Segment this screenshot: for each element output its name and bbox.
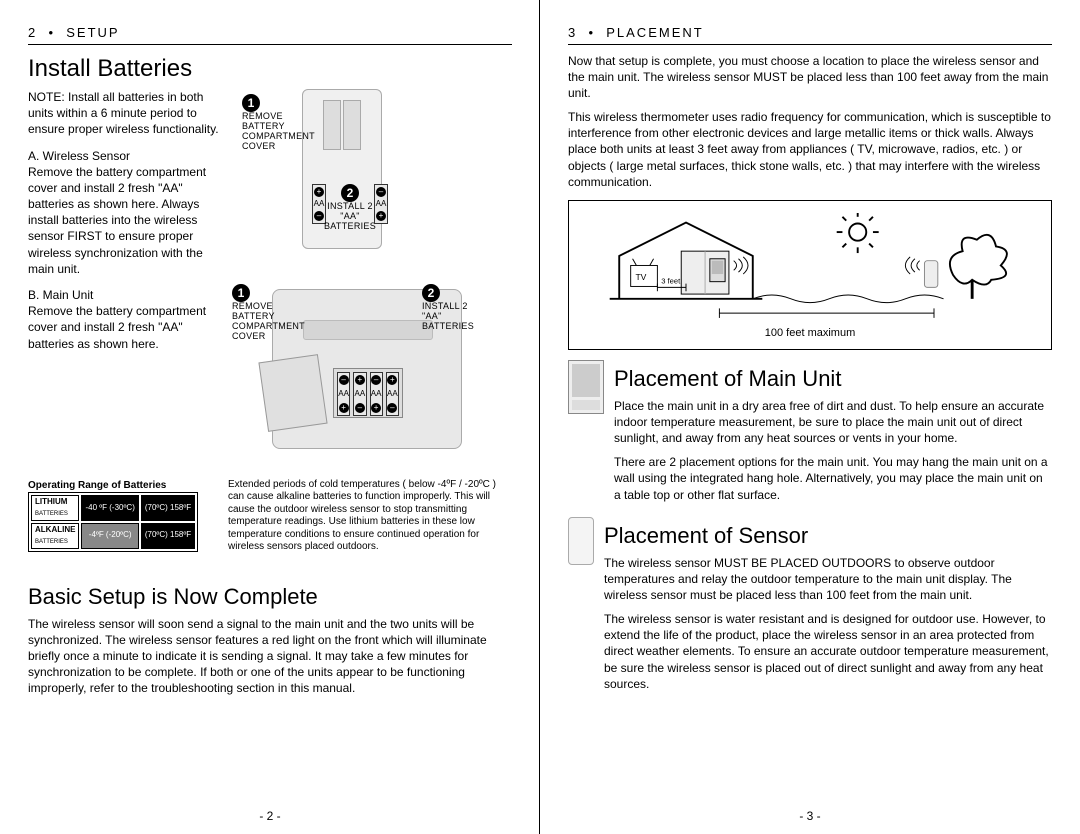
page-number-left: - 2 - <box>0 808 540 824</box>
section-label: PLACEMENT <box>606 25 703 40</box>
placement-diagram: TV 3 feet <box>568 200 1052 350</box>
sensor-placement-p2: The wireless sensor is water resistant a… <box>604 611 1052 692</box>
battery-icon: – AA + <box>337 372 350 416</box>
page-right: 3 • PLACEMENT Now that setup is complete… <box>540 0 1080 834</box>
wireless-sensor-body: Remove the battery compartment cover and… <box>28 164 228 277</box>
sensor-placement-p1: The wireless sensor MUST BE PLACED OUTDO… <box>604 555 1052 604</box>
main-placement-p1: Place the main unit in a dry area free o… <box>614 398 1052 447</box>
minus-icon: – <box>376 187 386 197</box>
three-feet-label: 3 feet <box>661 277 681 286</box>
install-note: NOTE: Install all batteries in both unit… <box>28 89 228 138</box>
section-num: 2 <box>28 25 37 40</box>
main-placement-heading: Placement of Main Unit <box>614 364 1052 394</box>
main-unit-title: B. Main Unit <box>28 287 228 303</box>
table-row: ALKALINE BATTERIES -4ºF (-20ºC) (70ºC) 1… <box>31 523 195 549</box>
page-left: 2 • SETUP Install Batteries NOTE: Instal… <box>0 0 540 834</box>
sensor-placement-heading: Placement of Sensor <box>604 521 1052 551</box>
step-2a-circle: 2 <box>341 184 359 202</box>
cover-flap <box>258 354 327 432</box>
step-1b-circle: 1 <box>232 284 250 302</box>
step-1a-circle: 1 <box>242 94 260 112</box>
placement-svg: TV 3 feet <box>581 213 1039 337</box>
section-header-placement: 3 • PLACEMENT <box>568 24 1052 45</box>
step-1a-label: REMOVE BATTERY COMPARTMENT COVER <box>242 112 322 152</box>
placement-intro-1: Now that setup is complete, you must cho… <box>568 53 1052 102</box>
main-unit-icon <box>568 360 604 414</box>
range-title: Operating Range of Batteries <box>28 479 218 493</box>
complete-body: The wireless sensor will soon send a sig… <box>28 616 512 697</box>
battery-icon: + AA – <box>386 372 399 416</box>
operating-range-row: Operating Range of Batteries LITHIUM BAT… <box>28 479 512 554</box>
complete-heading: Basic Setup is Now Complete <box>28 582 512 612</box>
install-text-col: NOTE: Install all batteries in both unit… <box>28 89 228 469</box>
step-2b-label: INSTALL 2 "AA" BATTERIES <box>422 302 482 332</box>
distance-label: 100 feet maximum <box>765 326 855 341</box>
table-row: LITHIUM BATTERIES -40 ºF (-30ºC) (70ºC) … <box>31 495 195 521</box>
section-header-setup: 2 • SETUP <box>28 24 512 45</box>
step-1b-label: REMOVE BATTERY COMPARTMENT COVER <box>232 302 312 342</box>
wireless-sensor-section: A. Wireless Sensor Remove the battery co… <box>28 148 228 278</box>
tv-label: TV <box>635 272 646 282</box>
battery-icon: + AA – <box>353 372 366 416</box>
battery-range-table: LITHIUM BATTERIES -40 ºF (-30ºC) (70ºC) … <box>28 492 198 551</box>
step-2a-label: INSTALL 2 "AA" BATTERIES <box>324 202 376 232</box>
install-batteries-heading: Install Batteries <box>28 53 512 85</box>
sensor-batteries: + AA – 2 INSTALL 2 "AA" BATTERIES – AA + <box>312 184 388 232</box>
step1b-group: 1 REMOVE BATTERY COMPARTMENT COVER <box>232 284 312 342</box>
step-2b-circle: 2 <box>422 284 440 302</box>
main-unit-body: Remove the battery compartment cover and… <box>28 303 228 352</box>
section-num: 3 <box>568 25 577 40</box>
placement-intro-2: This wireless thermometer uses radio fre… <box>568 109 1052 190</box>
install-content-row: NOTE: Install all batteries in both unit… <box>28 89 512 469</box>
battery-slot: – AA + + AA – – AA + <box>333 368 403 418</box>
aa-label: AA <box>376 199 387 210</box>
aa-label: AA <box>314 199 325 210</box>
minus-icon: – <box>314 211 324 221</box>
plus-icon: + <box>376 211 386 221</box>
main-unit-section: B. Main Unit Remove the battery compartm… <box>28 287 228 352</box>
range-table-col: Operating Range of Batteries LITHIUM BAT… <box>28 479 218 554</box>
step2b-group: 2 INSTALL 2 "AA" BATTERIES <box>422 284 482 332</box>
main-placement-p2: There are 2 placement options for the ma… <box>614 454 1052 503</box>
range-body: Extended periods of cold temperatures ( … <box>228 479 512 554</box>
wireless-sensor-title: A. Wireless Sensor <box>28 148 228 164</box>
page-number-right: - 3 - <box>540 808 1080 824</box>
sensor-icon <box>568 517 594 565</box>
step1a-group: 1 REMOVE BATTERY COMPARTMENT COVER <box>242 94 322 152</box>
battery-icon: – AA + <box>370 372 383 416</box>
install-illustration-col: 1 REMOVE BATTERY COMPARTMENT COVER + AA … <box>242 89 512 469</box>
sensor-placement-row: Placement of Sensor The wireless sensor … <box>568 517 1052 700</box>
main-unit-placement-row: Placement of Main Unit Place the main un… <box>568 360 1052 511</box>
plus-icon: + <box>314 187 324 197</box>
battery-icon: – AA + <box>374 184 388 224</box>
section-label: SETUP <box>66 25 119 40</box>
